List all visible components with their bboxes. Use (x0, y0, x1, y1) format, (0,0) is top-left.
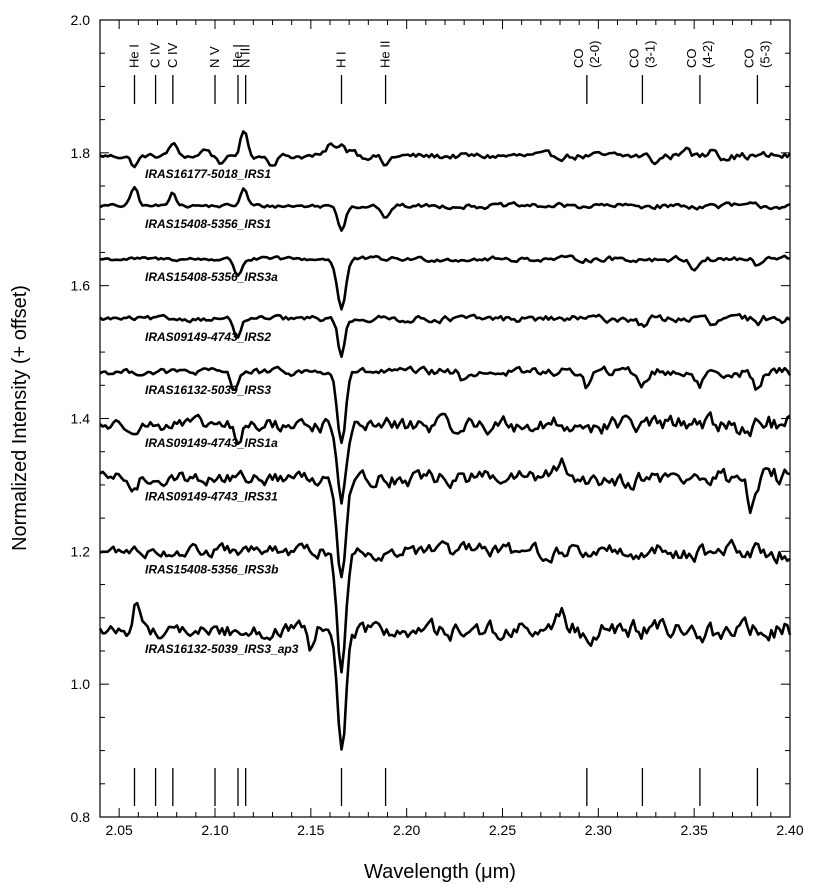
spectrum-line (99, 365, 792, 445)
line-id-label: CO (626, 49, 641, 69)
x-tick-label: 2.40 (776, 822, 803, 838)
y-tick-label: 1.2 (71, 543, 91, 559)
spectrum-label: IRAS16132-5039_IRS3 (145, 383, 271, 397)
spectrum-line (99, 254, 791, 311)
line-id-label: H I (334, 51, 349, 68)
y-axis-title: Normalized Intensity (+ offset) (9, 285, 31, 551)
spectrum-label: IRAS16132-5039_IRS3_ap3 (145, 642, 299, 656)
spectrum-label: IRAS16177-5018_IRS1 (145, 167, 271, 181)
spectrum-label: IRAS15408-5356_IRS3a (145, 270, 278, 284)
x-axis-title: Wavelength (μm) (364, 861, 516, 883)
y-tick-label: 1.6 (71, 278, 91, 294)
spectra-series: IRAS16177-5018_IRS1 IRAS15408-5356_IRS1 IR… (98, 130, 792, 751)
x-tick-label: 2.20 (393, 822, 420, 838)
spectrum-label: IRAS09149-4743_IRS1a (145, 436, 278, 450)
line-id-label: CO (684, 49, 699, 69)
line-id-label: CO (741, 49, 756, 69)
spectrum-label: IRAS09149-4743_IRS31 (145, 489, 278, 503)
x-tick-label: 2.30 (585, 822, 612, 838)
spectrum-line (99, 130, 792, 169)
x-tick-label: 2.05 (106, 822, 133, 838)
x-tick-label: 2.35 (681, 822, 708, 838)
x-axis: 2.05 2.10 2.15 2.20 2.25 2.30 2.35 2.40 (99, 20, 804, 838)
line-id-label: N V (207, 46, 222, 68)
y-tick-label: 0.8 (71, 809, 91, 825)
spectrum-label: IRAS15408-5356_IRS1 (145, 217, 271, 231)
x-tick-label: 2.15 (297, 822, 324, 838)
spectrum-label: IRAS09149-4743_IRS2 (145, 330, 271, 344)
line-id-label: N III (238, 44, 253, 68)
spectrum-line (99, 457, 791, 579)
x-tick-label: 2.25 (489, 822, 516, 838)
line-id-label: (2-0) (587, 41, 602, 68)
line-id-label: C IV (165, 42, 180, 68)
y-tick-label: 1.0 (71, 676, 91, 692)
spectrum-line (99, 186, 791, 232)
line-id-label: C IV (148, 42, 163, 68)
plot-frame (99, 19, 791, 818)
line-id-label: (5-3) (757, 41, 772, 68)
spectrum-line (98, 601, 792, 751)
line-id-label: (3-1) (642, 41, 657, 68)
line-id-label: He I (230, 44, 245, 68)
y-tick-label: 2.0 (71, 12, 91, 28)
spectrum-line (99, 538, 791, 674)
spectrum-label: IRAS15408-5356_IRS3b (145, 562, 278, 576)
y-tick-label: 1.8 (71, 145, 91, 161)
spectrum-line (99, 411, 791, 505)
line-id-label: He I (127, 44, 142, 68)
x-tick-label: 2.10 (201, 822, 228, 838)
y-axis: 0.8 1.0 1.2 1.4 1.6 1.8 2.0 (71, 12, 790, 825)
line-id-label: CO (571, 49, 586, 69)
line-id-label: (4-2) (700, 41, 715, 68)
line-id-label: He II (378, 41, 393, 68)
y-tick-label: 1.4 (71, 411, 91, 427)
spectrum-line (99, 312, 791, 359)
